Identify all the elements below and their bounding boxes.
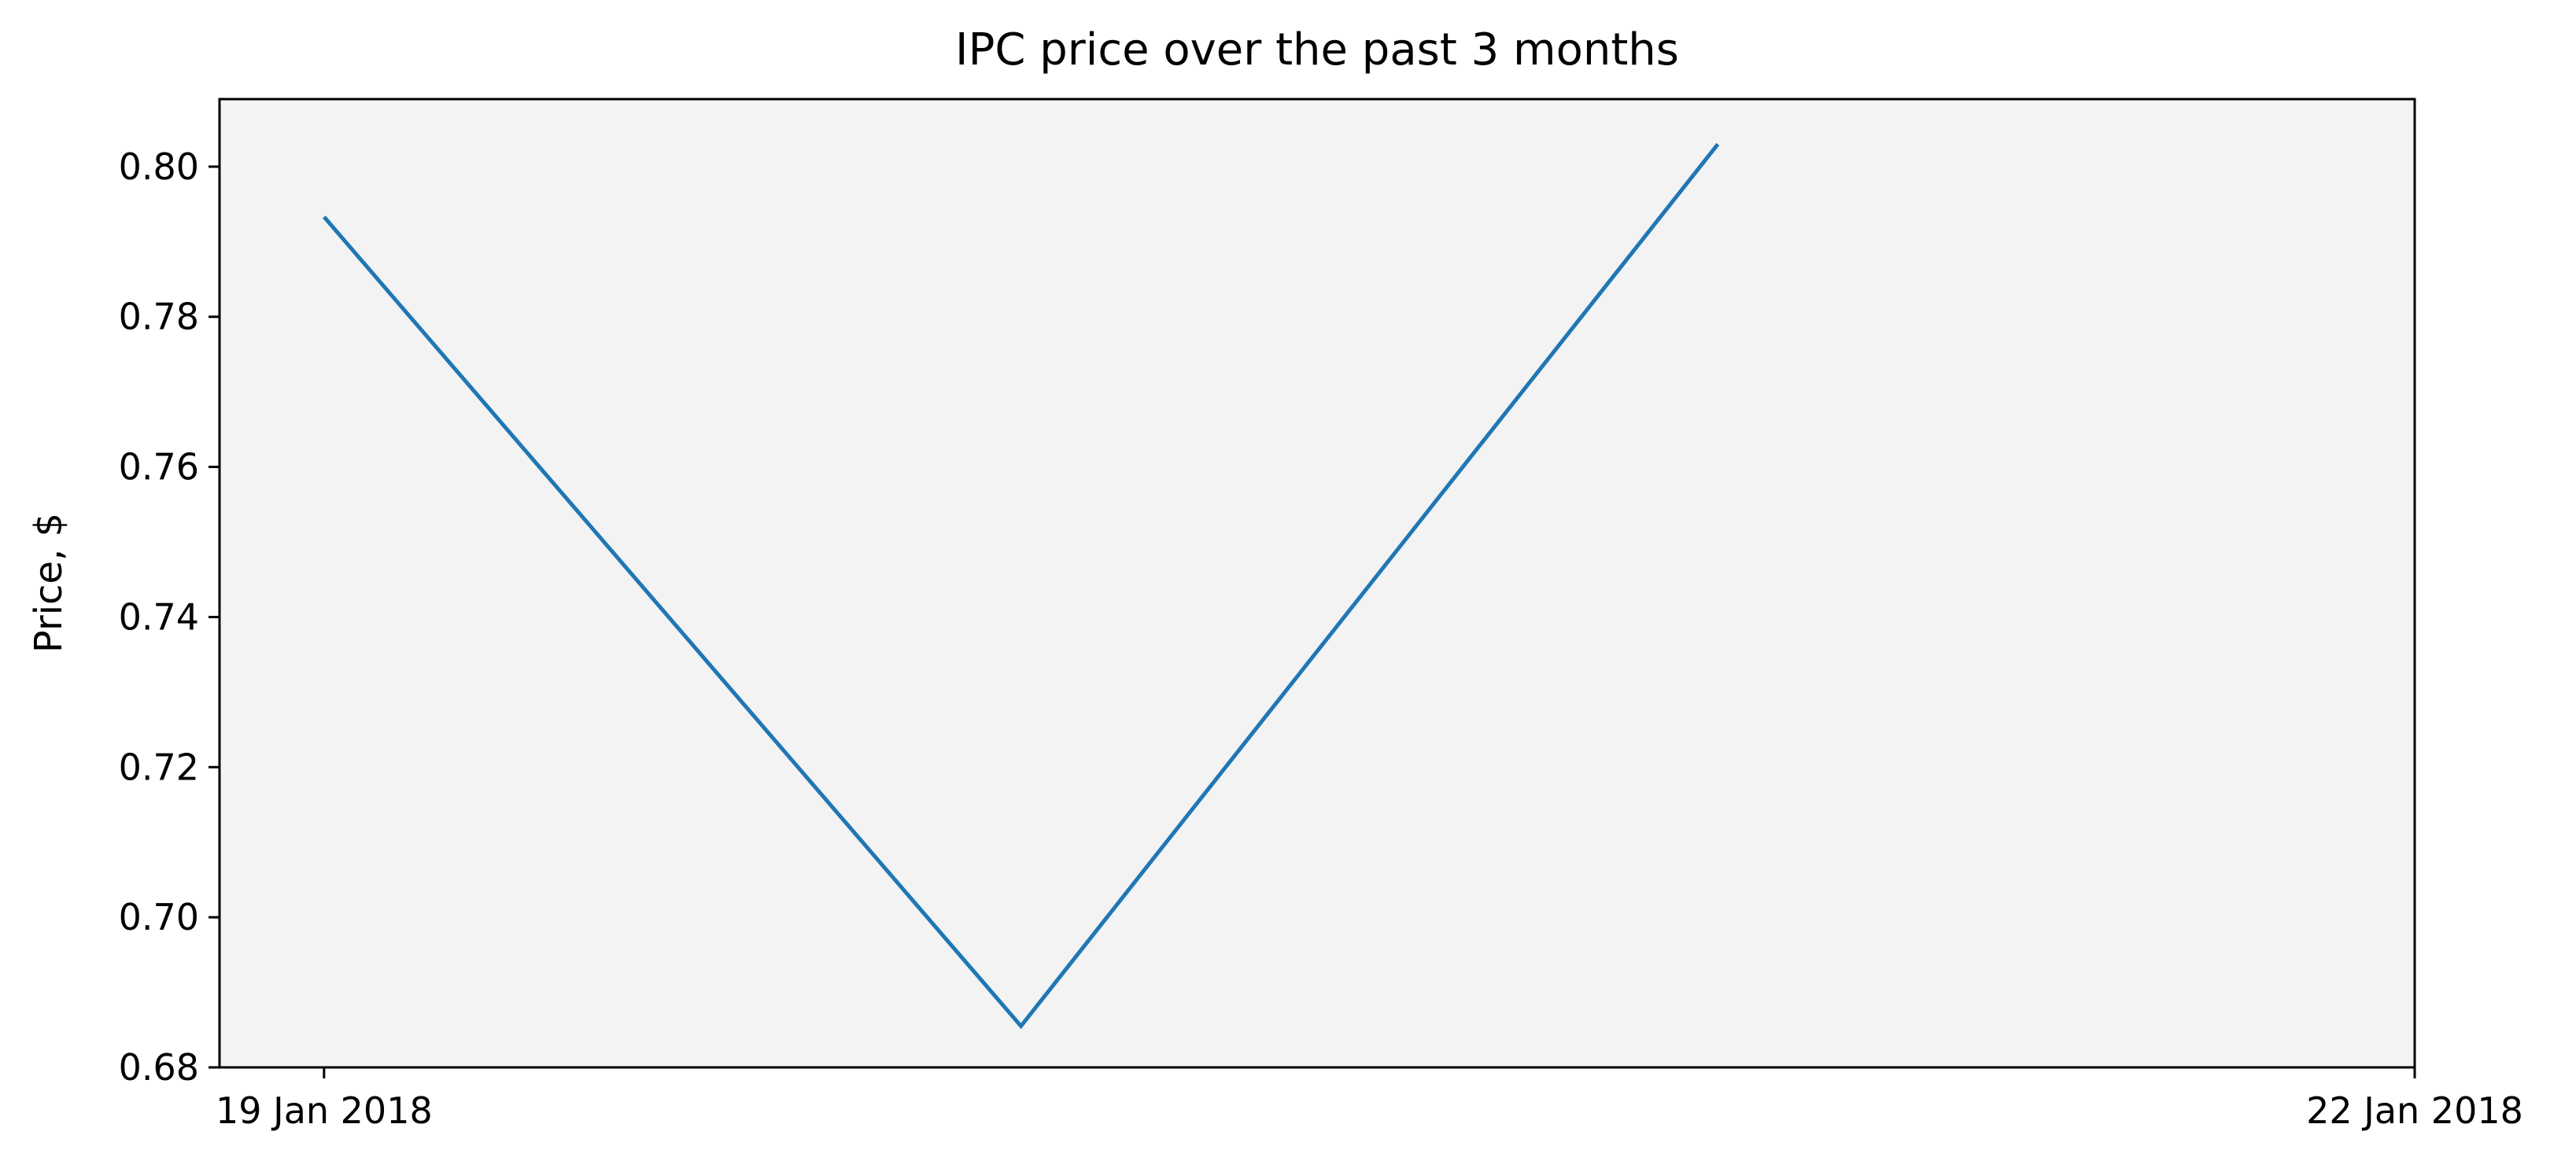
chart-title: IPC price over the past 3 months xyxy=(955,24,1679,76)
series-line-1 xyxy=(323,142,1720,1030)
y-tick-label: 0.78 xyxy=(119,296,199,338)
y-axis: 0.68 0.70 0.72 0.74 0.76 0.78 0.80 xyxy=(119,146,220,1089)
y-tick-label: 0.74 xyxy=(119,595,199,638)
series-layer xyxy=(323,142,1720,1030)
x-tick-label: 22 Jan 2018 xyxy=(2306,1089,2523,1132)
plot-area-background xyxy=(220,99,2415,1067)
y-tick-label: 0.76 xyxy=(119,446,199,488)
y-tick-label: 0.70 xyxy=(119,896,199,938)
x-tick-label: 19 Jan 2018 xyxy=(216,1089,433,1132)
y-tick-label: 0.80 xyxy=(119,146,199,188)
y-tick-label: 0.72 xyxy=(119,746,199,788)
x-axis: 19 Jan 2018 22 Jan 2018 xyxy=(216,1067,2523,1132)
plot-area-frame xyxy=(218,98,2416,1069)
y-axis-label: Price, $ xyxy=(27,513,71,653)
y-tick-label: 0.68 xyxy=(119,1046,199,1089)
